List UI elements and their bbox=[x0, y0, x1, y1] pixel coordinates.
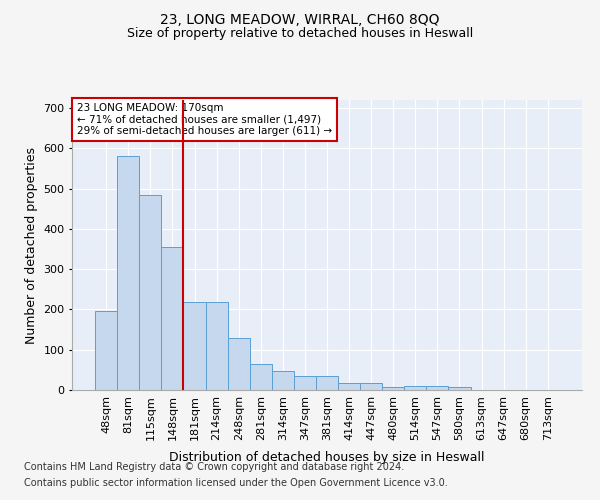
X-axis label: Distribution of detached houses by size in Heswall: Distribution of detached houses by size … bbox=[169, 451, 485, 464]
Bar bbox=[360, 383, 382, 390]
Bar bbox=[206, 302, 227, 390]
Bar bbox=[316, 376, 338, 390]
Bar bbox=[338, 383, 360, 390]
Bar bbox=[227, 338, 250, 390]
Bar bbox=[117, 156, 139, 390]
Bar bbox=[161, 247, 184, 390]
Bar bbox=[448, 387, 470, 390]
Text: Contains HM Land Registry data © Crown copyright and database right 2024.: Contains HM Land Registry data © Crown c… bbox=[24, 462, 404, 472]
Text: 23 LONG MEADOW: 170sqm
← 71% of detached houses are smaller (1,497)
29% of semi-: 23 LONG MEADOW: 170sqm ← 71% of detached… bbox=[77, 103, 332, 136]
Text: 23, LONG MEADOW, WIRRAL, CH60 8QQ: 23, LONG MEADOW, WIRRAL, CH60 8QQ bbox=[160, 12, 440, 26]
Bar bbox=[95, 310, 117, 390]
Bar bbox=[272, 370, 294, 390]
Bar bbox=[250, 364, 272, 390]
Bar bbox=[139, 195, 161, 390]
Bar bbox=[184, 302, 206, 390]
Bar bbox=[427, 386, 448, 390]
Bar bbox=[404, 386, 427, 390]
Bar bbox=[382, 387, 404, 390]
Text: Contains public sector information licensed under the Open Government Licence v3: Contains public sector information licen… bbox=[24, 478, 448, 488]
Y-axis label: Number of detached properties: Number of detached properties bbox=[25, 146, 38, 344]
Bar bbox=[294, 376, 316, 390]
Text: Size of property relative to detached houses in Heswall: Size of property relative to detached ho… bbox=[127, 28, 473, 40]
